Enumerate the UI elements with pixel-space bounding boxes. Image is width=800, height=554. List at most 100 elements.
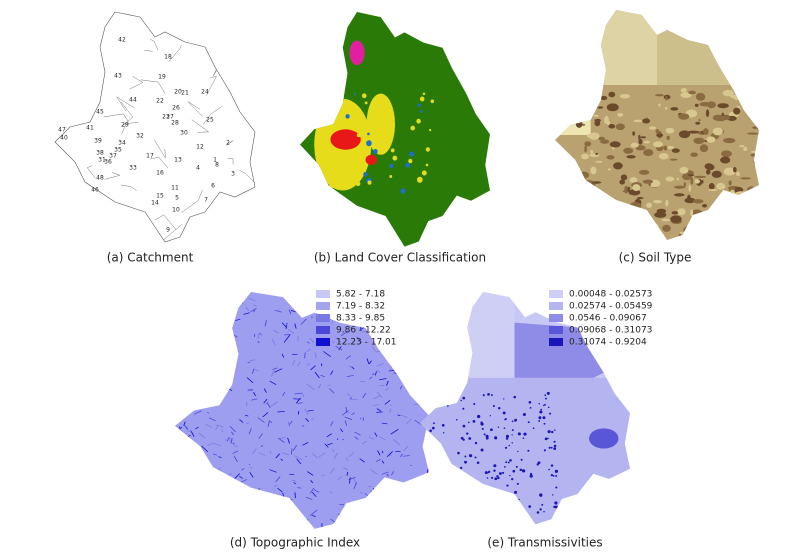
- drainage-line: [245, 492, 246, 493]
- speckle: [494, 436, 497, 439]
- water: [356, 181, 361, 186]
- speckle: [549, 447, 551, 449]
- speckle: [506, 438, 508, 440]
- soil-patch: [681, 88, 687, 93]
- catchment-label: 25: [206, 117, 214, 124]
- drainage-line: [410, 522, 412, 527]
- speckle: [554, 445, 557, 447]
- speckle: [465, 511, 466, 512]
- water: [416, 119, 421, 124]
- speckle: [450, 488, 452, 490]
- legend-label: 0.02574 - 0.05459: [569, 302, 653, 312]
- soil-patch: [662, 225, 671, 232]
- speckle: [487, 477, 489, 479]
- speckle: [514, 491, 517, 494]
- water: [417, 177, 423, 183]
- soil-patch: [608, 124, 615, 129]
- speckle: [522, 469, 525, 472]
- soil-patch: [655, 94, 664, 96]
- legend-swatch: [316, 314, 330, 322]
- soil-patch: [600, 96, 607, 100]
- water: [431, 99, 434, 103]
- speckle: [538, 420, 540, 422]
- soil-patch: [716, 183, 725, 190]
- soil-patch: [690, 209, 693, 216]
- catchment-label: 27: [166, 114, 174, 121]
- soil-patch: [644, 141, 650, 144]
- legend-swatch: [549, 314, 563, 322]
- drainage-line: [179, 510, 187, 512]
- grassland: [349, 41, 364, 65]
- panel-caption: (d) Topographic Index: [230, 536, 360, 550]
- speckle: [511, 478, 513, 480]
- soil-patch: [615, 212, 621, 220]
- drainage-line: [297, 300, 299, 301]
- soil-patch: [679, 130, 690, 138]
- drainage-line: [202, 344, 204, 346]
- catchment-label: 30: [180, 130, 188, 137]
- drainage-line: [214, 326, 216, 330]
- speckle: [520, 469, 523, 471]
- speckle: [483, 394, 485, 396]
- speckle: [485, 471, 488, 474]
- soil-patch: [690, 153, 698, 157]
- panel-caption: (c) Soil Type: [619, 251, 692, 265]
- soil-patch: [688, 174, 695, 176]
- drainage-line: [420, 378, 421, 383]
- drainage-line: [184, 399, 190, 401]
- speckle: [468, 422, 470, 424]
- drainage-line: [294, 523, 298, 527]
- speckle: [555, 470, 558, 473]
- drainage-line: [170, 329, 177, 331]
- soil-patch: [712, 231, 721, 237]
- soil-patch: [720, 157, 730, 164]
- soil-patch: [630, 177, 638, 183]
- drainage-line: [417, 299, 420, 304]
- speckle: [477, 509, 480, 512]
- speckle: [544, 423, 546, 425]
- soil-patch: [607, 103, 619, 111]
- catchment-label: 44: [129, 97, 137, 104]
- drainage-line: [305, 353, 306, 359]
- drainage-line: [181, 461, 188, 465]
- speckle: [473, 479, 476, 482]
- drainage-line: [399, 527, 406, 531]
- soil-patch: [693, 199, 704, 203]
- drainage-line: [210, 500, 217, 506]
- drainage-line: [192, 339, 193, 342]
- soil-patch: [721, 150, 732, 157]
- speckle: [445, 400, 446, 401]
- speckle: [482, 428, 484, 430]
- water: [410, 126, 414, 131]
- soil-patch: [708, 228, 716, 234]
- water: [391, 148, 395, 152]
- soil-patch: [683, 226, 694, 233]
- speckle: [505, 447, 507, 449]
- speckle: [430, 486, 433, 489]
- soil-patch: [640, 136, 646, 138]
- speckle: [548, 469, 550, 471]
- drainage-line: [221, 347, 227, 350]
- urban: [366, 155, 377, 165]
- soil-patch: [584, 94, 587, 100]
- legend-label: 0.00048 - 0.02573: [569, 290, 652, 300]
- soil-patch: [712, 171, 722, 178]
- speckle: [499, 498, 502, 501]
- speckle: [461, 437, 464, 440]
- speckle: [493, 464, 496, 467]
- speckle: [438, 500, 440, 502]
- soil-patch: [657, 235, 664, 240]
- speckle: [517, 483, 519, 485]
- legend-label: 12.23 - 17.01: [336, 338, 397, 348]
- drainage-line: [417, 301, 420, 302]
- soil-patch: [583, 200, 589, 206]
- speckle: [450, 511, 453, 514]
- drainage-line: [414, 519, 421, 522]
- soil-patch: [667, 146, 674, 149]
- speckle: [555, 506, 558, 509]
- speckle: [496, 475, 498, 477]
- catchment-label: 22: [156, 98, 164, 105]
- speckle: [509, 475, 510, 476]
- drainage-line: [193, 404, 199, 405]
- soil-patch: [577, 189, 589, 192]
